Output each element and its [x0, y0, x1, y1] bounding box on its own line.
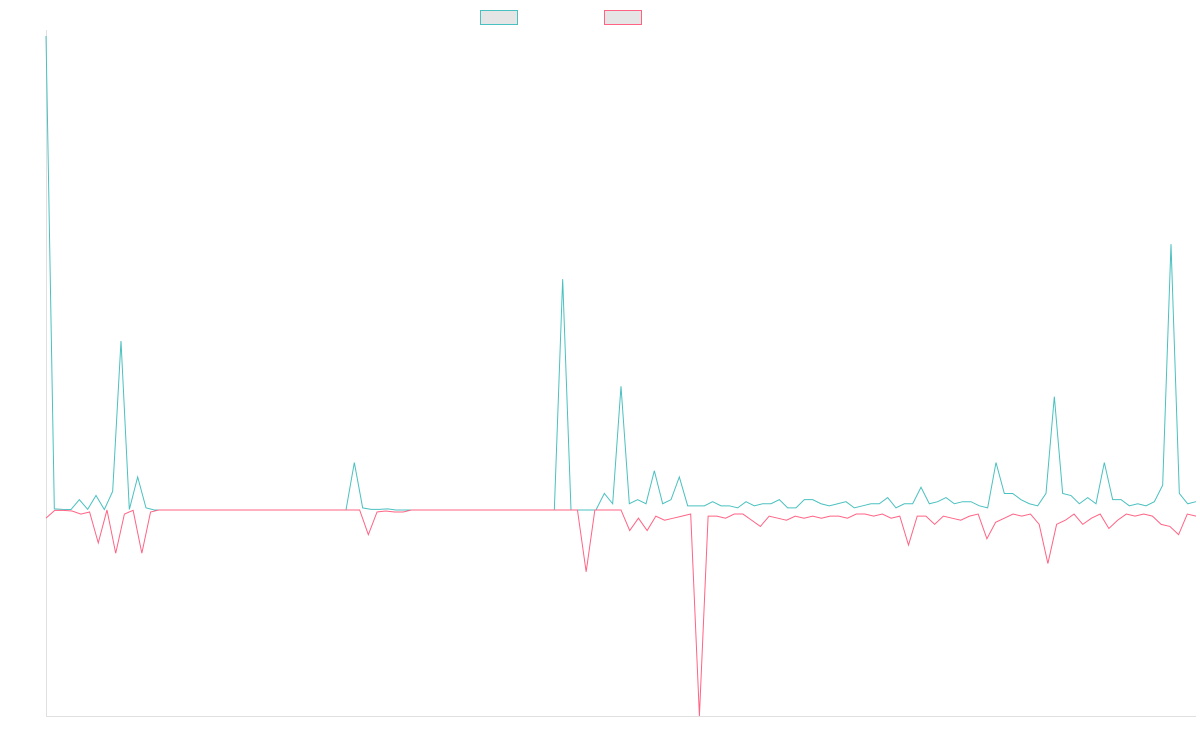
series-layer — [45, 35, 1197, 717]
legend-swatch-series-1 — [480, 9, 518, 25]
legend-item-series-1[interactable] — [480, 9, 524, 25]
series-line-2 — [45, 509, 1197, 717]
legend-item-series-2[interactable] — [604, 9, 648, 25]
series-line-1 — [45, 35, 1197, 511]
legend-swatch-series-2 — [604, 9, 642, 25]
